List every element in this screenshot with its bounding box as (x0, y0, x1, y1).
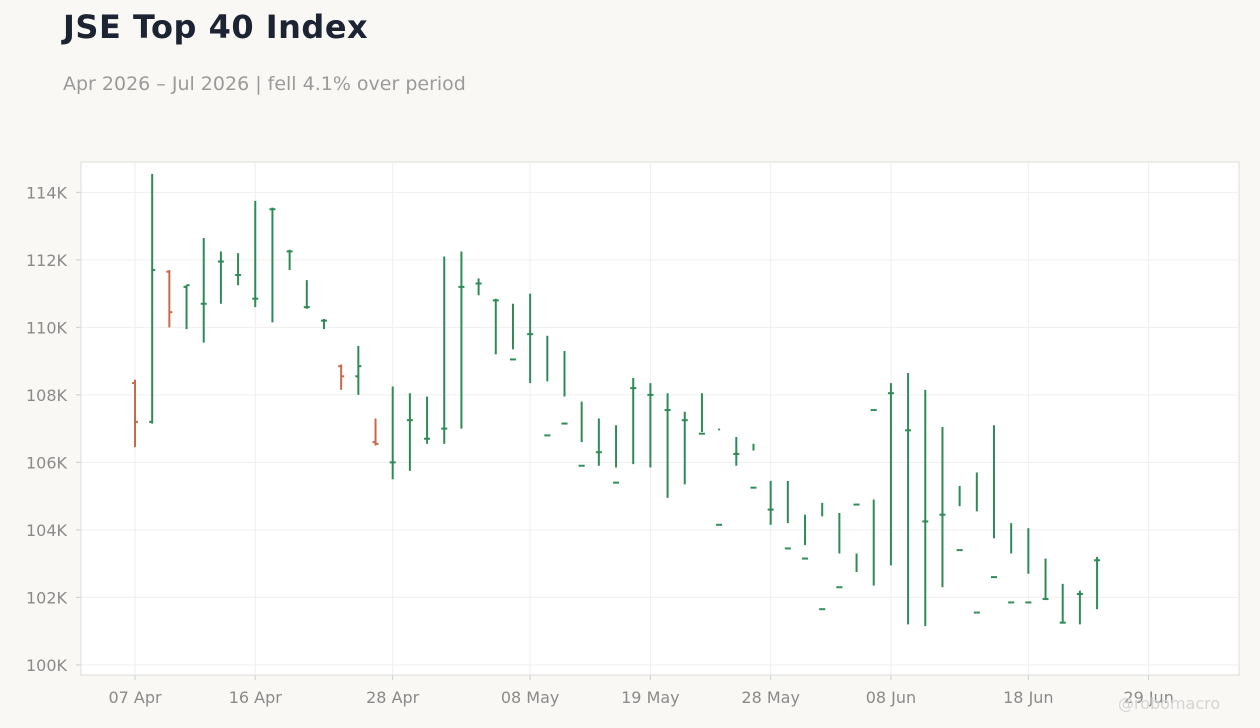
ohlc-bar (973, 472, 980, 614)
y-tick-label: 114K (26, 183, 68, 202)
ohlc-bar (733, 437, 740, 466)
ohlc-bar (149, 173, 156, 424)
ohlc-bar (509, 303, 516, 361)
x-tick-label: 18 Jun (1003, 688, 1053, 707)
ohlc-bar (183, 284, 190, 330)
ohlc-bar (750, 443, 757, 489)
y-axis: 100K 102K 104K 106K 108K 110K 112K 114K (26, 183, 81, 675)
ohlc-bar (1094, 556, 1101, 610)
ohlc-bar (166, 270, 173, 328)
ohlc-bar (1042, 558, 1049, 601)
x-tick-label: 08 May (501, 688, 560, 707)
ohlc-bar (544, 335, 551, 437)
ohlc-bar (338, 364, 345, 390)
x-tick-label: 28 Apr (366, 688, 420, 707)
ohlc-bar (217, 251, 224, 304)
ohlc-bar (200, 237, 207, 343)
ohlc-bar (1059, 583, 1066, 624)
ohlc-bar (492, 298, 499, 355)
y-tick-label: 106K (26, 453, 68, 472)
ohlc-bar (424, 396, 431, 444)
ohlc-bar (561, 351, 568, 425)
ohlc-bar (664, 393, 671, 498)
watermark: @robomacro (1118, 694, 1221, 713)
ohlc-bar (767, 480, 774, 525)
ohlc-bars (132, 173, 1101, 627)
ohlc-bar (372, 418, 379, 446)
ohlc-bar (836, 513, 843, 589)
ohlc-bar (716, 428, 723, 526)
ohlc-bar (613, 425, 620, 484)
x-tick-label: 19 May (621, 688, 680, 707)
ohlc-bar (819, 502, 826, 611)
ohlc-bar (991, 425, 997, 579)
ohlc-bar (527, 293, 534, 384)
ohlc-bar (956, 486, 963, 552)
ohlc-bar (647, 383, 654, 468)
ohlc-bar (595, 418, 602, 466)
y-tick-label: 108K (26, 386, 68, 405)
x-tick-label: 16 Apr (229, 688, 283, 707)
ohlc-bar (853, 503, 860, 573)
y-tick-label: 100K (26, 656, 68, 675)
x-axis: 07 Apr 16 Apr 28 Apr 08 May 19 May 28 May 08 J… (108, 675, 1174, 707)
y-tick-label: 110K (26, 318, 68, 337)
ohlc-bar (406, 393, 413, 471)
ohlc-bar (630, 378, 637, 465)
ohlc-bar (1025, 528, 1032, 604)
ohlc-bar (681, 411, 688, 485)
x-tick-label: 08 Jun (866, 688, 916, 707)
ohlc-bar (784, 480, 791, 550)
ohlc-bar (286, 249, 293, 270)
ohlc-bar (922, 389, 929, 627)
chart-subtitle: Apr 2026 – Jul 2026 | fell 4.1% over per… (63, 73, 466, 95)
chart-title: JSE Top 40 Index (63, 8, 369, 46)
y-tick-label: 102K (26, 588, 68, 607)
ohlc-bar (389, 386, 396, 480)
ohlc-bar (458, 251, 465, 429)
ohlc-bar (303, 280, 310, 309)
ohlc-bar (320, 318, 327, 330)
y-tick-label: 112K (26, 251, 68, 270)
y-tick-label: 104K (26, 521, 68, 540)
ohlc-bar (698, 393, 705, 435)
ohlc-bar (887, 383, 894, 566)
ohlc-bar (1076, 590, 1083, 625)
ohlc-bar (475, 278, 482, 296)
ohlc-bar (235, 253, 242, 286)
x-tick-label: 28 May (741, 688, 800, 707)
ohlc-bar (905, 372, 912, 625)
x-tick-label: 29 Jun (1123, 688, 1173, 707)
ohlc-bar (252, 200, 259, 308)
x-tick-label: 07 Apr (108, 688, 162, 707)
ohlc-bar (269, 207, 276, 323)
ohlc-bar (939, 426, 946, 588)
ohlc-bar (578, 401, 585, 467)
ohlc-bar (870, 409, 877, 586)
ohlc-bar (132, 379, 138, 448)
ohlc-bar (1008, 523, 1015, 604)
ohlc-bar (355, 345, 362, 395)
ohlc-bar (802, 514, 809, 560)
ohlc-bar (441, 256, 448, 444)
